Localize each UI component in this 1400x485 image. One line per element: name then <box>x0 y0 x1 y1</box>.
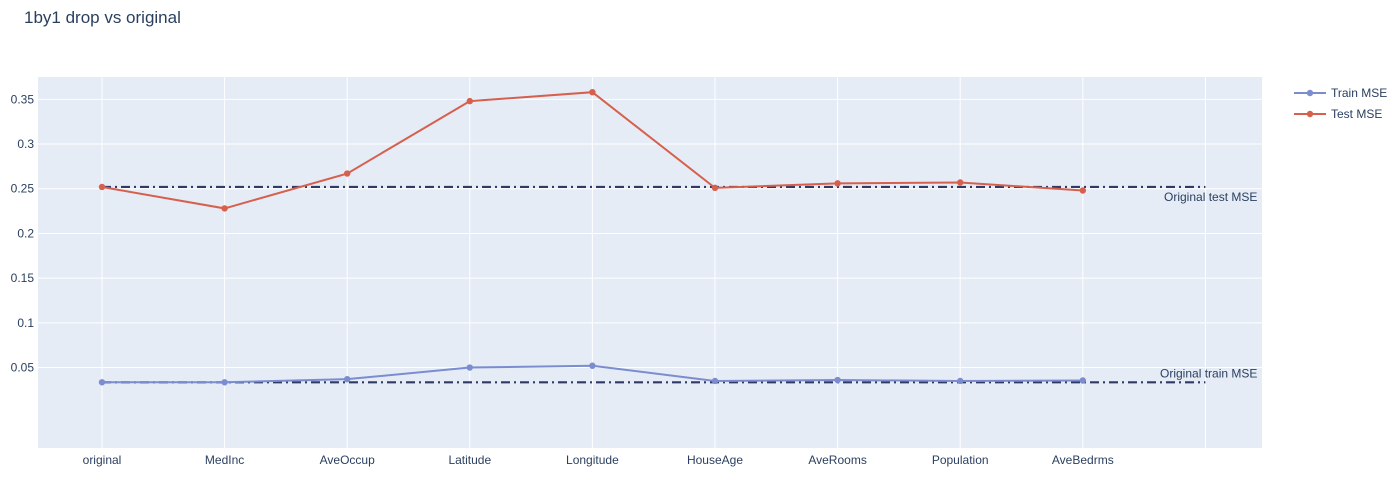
series-test-mse <box>98 88 1087 212</box>
plot-background <box>38 77 1262 448</box>
data-point[interactable] <box>344 170 351 177</box>
legend-item[interactable]: Test MSE <box>1294 107 1382 121</box>
legend-label: Test MSE <box>1331 107 1382 121</box>
data-point[interactable] <box>466 364 473 371</box>
series-layer <box>98 88 1087 386</box>
data-point[interactable] <box>344 375 351 383</box>
data-point[interactable] <box>711 184 719 192</box>
legend[interactable]: Train MSE Test MSE <box>1294 86 1387 121</box>
axis-labels: 0.05 0.1 0.15 0.2 0.25 0.3 0.35 original MedInc A… <box>11 92 1114 467</box>
data-point[interactable] <box>957 179 964 186</box>
data-point[interactable] <box>589 362 596 369</box>
y-tick-label: 0.05 <box>11 361 35 375</box>
x-tick-label: original <box>83 453 122 467</box>
legend-label: Train MSE <box>1331 86 1387 100</box>
y-tick-label: 0.25 <box>11 182 35 196</box>
x-tick-label: AveOccup <box>320 453 375 467</box>
reference-annotation: Original train MSE <box>1160 366 1257 380</box>
data-point[interactable] <box>834 180 841 187</box>
data-point[interactable] <box>1079 377 1087 384</box>
y-tick-label: 0.1 <box>17 316 34 330</box>
legend-swatch-marker <box>1306 110 1314 118</box>
data-point[interactable] <box>711 377 719 385</box>
x-tick-label: AveRooms <box>808 453 866 467</box>
x-tick-label: Latitude <box>448 453 491 467</box>
data-point[interactable] <box>221 205 228 212</box>
data-point[interactable] <box>98 379 106 386</box>
reference-annotation: Original test MSE <box>1164 190 1257 204</box>
data-point[interactable] <box>834 376 841 384</box>
y-tick-label: 0.35 <box>11 92 35 106</box>
x-tick-label: MedInc <box>205 453 244 467</box>
data-point[interactable] <box>98 183 106 191</box>
y-tick-label: 0.15 <box>11 271 35 285</box>
legend-item[interactable]: Train MSE <box>1294 86 1387 100</box>
data-point[interactable] <box>957 377 964 385</box>
data-point[interactable] <box>589 88 596 96</box>
x-tick-label: Population <box>932 453 989 467</box>
data-point[interactable] <box>1079 187 1087 194</box>
chart-title: 1by1 drop vs original <box>24 8 181 27</box>
data-point[interactable] <box>466 97 473 105</box>
y-tick-label: 0.2 <box>17 226 34 240</box>
x-tick-label: Longitude <box>566 453 619 467</box>
x-tick-label: HouseAge <box>687 453 743 467</box>
data-point[interactable] <box>221 379 228 386</box>
series-train-mse <box>98 362 1087 386</box>
x-tick-label: AveBedrms <box>1052 453 1114 467</box>
y-tick-label: 0.3 <box>17 137 34 151</box>
legend-swatch-marker <box>1306 89 1314 97</box>
